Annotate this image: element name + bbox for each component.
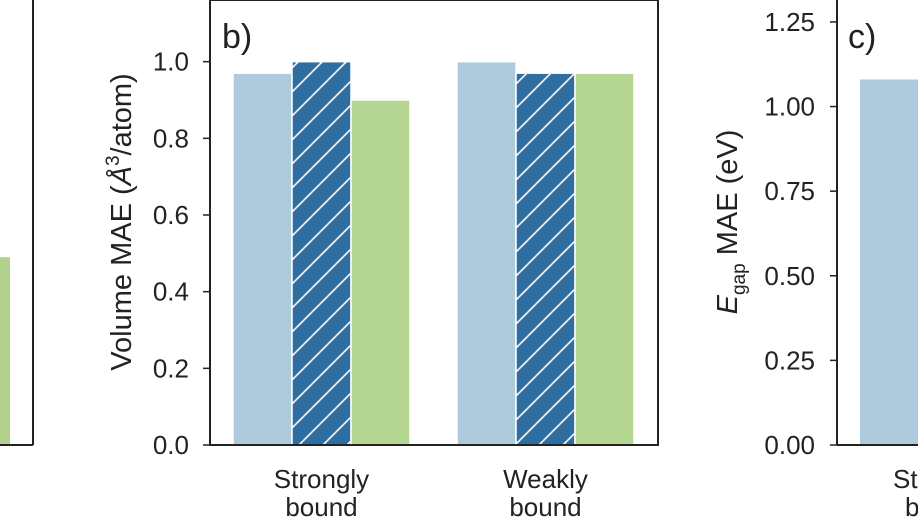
bar-series1-cat1 — [515, 72, 576, 446]
panel-b-bars — [232, 60, 635, 446]
category-label-line1: St — [893, 464, 918, 494]
ytick-label: 0.75 — [764, 176, 815, 206]
bar-series0-cat0 — [232, 72, 293, 446]
panel-b-yticks: 0.00.20.40.60.81.01.2 — [153, 47, 210, 460]
ytick-label: 0.4 — [153, 277, 189, 307]
bar-series2-cat1 — [574, 72, 635, 446]
panel-c-bar — [860, 79, 918, 445]
bar-series0-cat1 — [456, 60, 517, 446]
panel-b-ylabel: Volume MAE (Å3/atom) — [103, 73, 138, 370]
ytick-label: 0.2 — [153, 353, 189, 383]
panel-c-category-labels: Stb — [893, 464, 918, 517]
panel-c: c) 0.00 0.25 0.50 0.75 1.00 1.25 Stb Egap MAE… — [712, 0, 918, 517]
ytick-label: 0.00 — [764, 430, 815, 460]
panel-b: b) 0.00.20.40.60.81.01.2 StronglyboundWe… — [103, 0, 659, 517]
ytick-label: 0.6 — [153, 200, 189, 230]
category-label-line1: Weakly — [503, 464, 588, 494]
panel-c-label: c) — [848, 18, 876, 56]
bar-series1-cat0 — [291, 60, 352, 446]
ytick-label: 0.50 — [764, 261, 815, 291]
category-label-line1: Strongly — [274, 464, 369, 494]
panel-c-yticks: 0.00 0.25 0.50 0.75 1.00 1.25 — [764, 7, 837, 460]
panel-b-label: b) — [222, 18, 252, 56]
category-label-line2: bound — [285, 492, 357, 517]
bar-series2-cat0 — [350, 99, 411, 446]
ytick-label: 0.0 — [153, 430, 189, 460]
panel-c-ylabel: Egap MAE (eV) — [712, 130, 750, 315]
ytick-label: 0.8 — [153, 123, 189, 153]
ytick-label: 1.25 — [764, 7, 815, 37]
category-label-line2: b — [905, 492, 918, 517]
category-label-line2: bound — [509, 492, 581, 517]
panel-c-bars — [860, 79, 918, 445]
panel-b-frame — [209, 0, 659, 446]
ytick-label: 1.0 — [153, 47, 189, 77]
panel-a-bar — [0, 257, 10, 445]
panel-a — [0, 0, 34, 446]
ytick-label: 0.25 — [764, 345, 815, 375]
ytick-label: 1.00 — [764, 92, 815, 122]
